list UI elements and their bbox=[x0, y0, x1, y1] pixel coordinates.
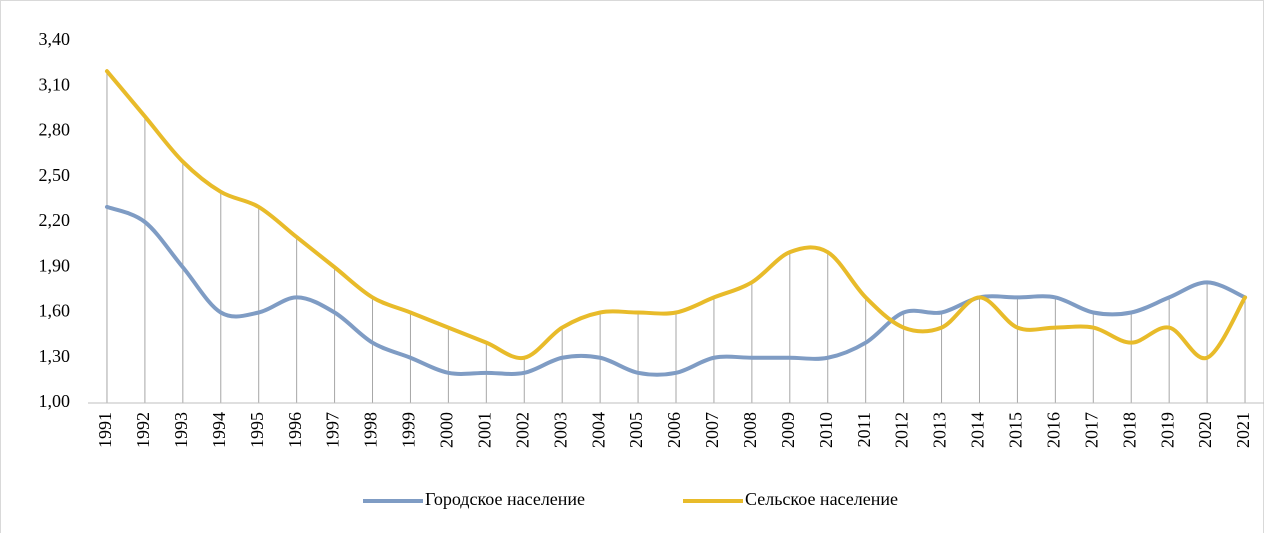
x-tick-label: 2016 bbox=[1043, 412, 1063, 448]
x-tick-label: 1999 bbox=[399, 412, 419, 448]
x-tick-label: 2011 bbox=[854, 412, 874, 447]
y-tick-label: 1,60 bbox=[39, 301, 71, 321]
x-tick-label: 2015 bbox=[1006, 412, 1026, 448]
legend-label: Городское население bbox=[425, 489, 585, 509]
y-tick-label: 3,40 bbox=[39, 29, 71, 49]
x-tick-label: 2019 bbox=[1157, 412, 1177, 448]
x-tick-label: 1991 bbox=[95, 412, 115, 448]
x-tick-label: 2001 bbox=[474, 412, 494, 448]
x-tick-label: 1996 bbox=[285, 412, 305, 448]
y-tick-label: 2,80 bbox=[39, 120, 71, 140]
x-tick-label: 1994 bbox=[209, 412, 229, 448]
x-tick-label: 1995 bbox=[247, 412, 267, 448]
x-tick-label: 2005 bbox=[626, 412, 646, 448]
x-tick-label: 2004 bbox=[588, 412, 608, 448]
x-tick-label: 1998 bbox=[361, 412, 381, 448]
x-tick-label: 1992 bbox=[133, 412, 153, 448]
x-tick-label: 2020 bbox=[1195, 412, 1215, 448]
x-tick-label: 2018 bbox=[1119, 412, 1139, 448]
y-tick-label: 2,20 bbox=[39, 210, 71, 230]
x-tick-label: 2012 bbox=[892, 412, 912, 448]
x-tick-label: 1993 bbox=[171, 412, 191, 448]
y-tick-label: 2,50 bbox=[39, 165, 71, 185]
x-tick-label: 2007 bbox=[702, 412, 722, 448]
x-tick-label: 2010 bbox=[816, 412, 836, 448]
x-tick-label: 2009 bbox=[778, 412, 798, 448]
y-tick-label: 1,90 bbox=[39, 255, 71, 275]
y-tick-label: 1,30 bbox=[39, 346, 71, 366]
x-tick-label: 2008 bbox=[740, 412, 760, 448]
x-tick-label: 2013 bbox=[930, 412, 950, 448]
y-tick-label: 1,00 bbox=[39, 391, 71, 411]
line-series bbox=[104, 69, 1248, 361]
legend-label: Сельское население bbox=[745, 489, 898, 509]
x-tick-label: 2014 bbox=[968, 412, 988, 448]
x-tick-label: 2021 bbox=[1233, 412, 1253, 448]
x-tick-label: 2006 bbox=[664, 412, 684, 448]
x-tick-label: 2003 bbox=[550, 412, 570, 448]
y-tick-label: 3,10 bbox=[39, 74, 71, 94]
x-tick-label: 2000 bbox=[437, 412, 457, 448]
x-tick-label: 2002 bbox=[512, 412, 532, 448]
x-tick-label: 2017 bbox=[1081, 412, 1101, 448]
x-tick-label: 1997 bbox=[323, 412, 343, 448]
line-series bbox=[104, 204, 1248, 377]
